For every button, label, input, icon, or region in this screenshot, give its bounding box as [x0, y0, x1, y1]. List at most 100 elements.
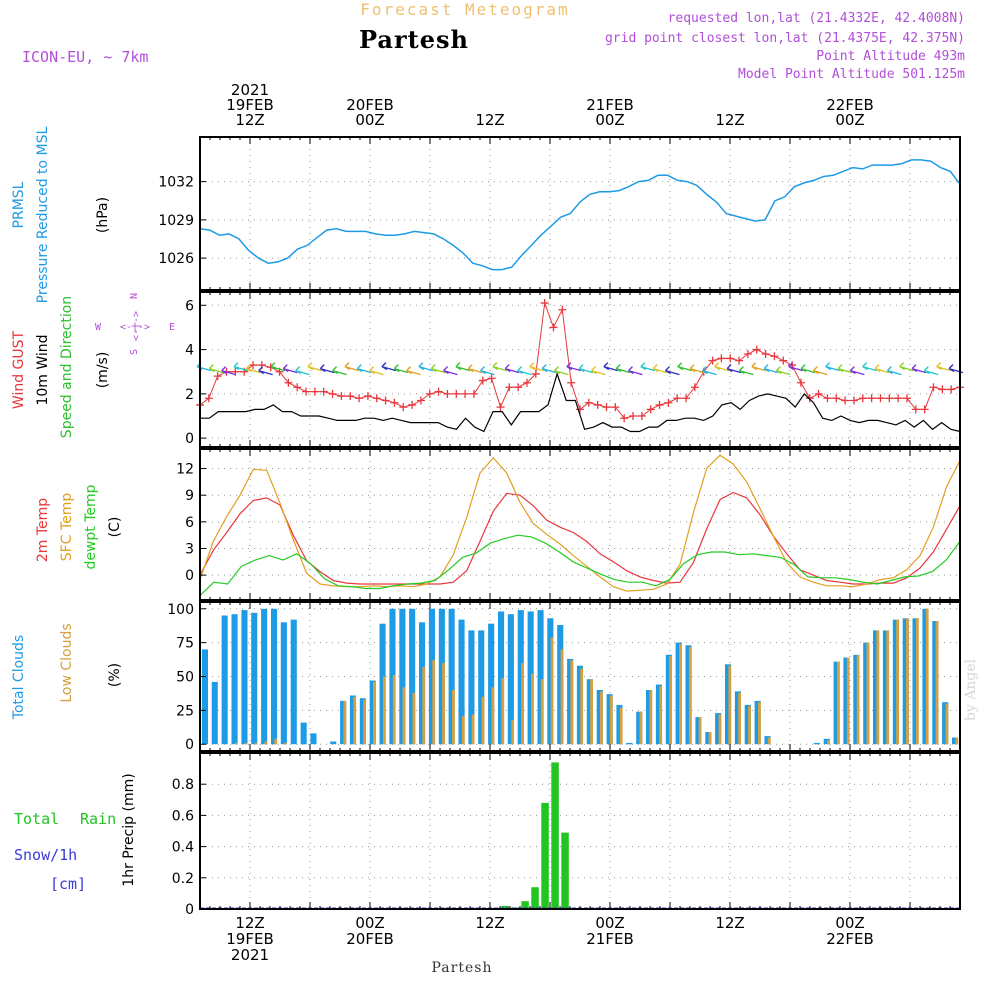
y-tick-label: 6	[185, 515, 194, 531]
data-layer	[196, 159, 964, 909]
wind-direction-arrow	[628, 366, 643, 376]
low-clouds-bar	[521, 663, 524, 745]
total-clouds-bar	[655, 684, 662, 745]
low-clouds-bar	[481, 696, 485, 745]
gust-point	[399, 403, 408, 412]
gust-point	[779, 356, 788, 365]
total-clouds-bar	[567, 658, 574, 745]
bottom-time-label: 12Z	[235, 914, 264, 932]
total-clouds-bar	[330, 741, 337, 745]
total-clouds-bar	[646, 690, 653, 745]
gust-point	[328, 389, 337, 398]
gust-point	[416, 396, 425, 405]
top-time-label: 00Z	[595, 111, 624, 129]
wind-direction-arrow	[430, 364, 446, 374]
low-clouds-bar	[382, 676, 386, 745]
gust-point	[390, 398, 399, 407]
total-clouds-bar	[280, 622, 287, 745]
series-sfc-temp-line	[199, 454, 961, 592]
wind-direction-arrow	[862, 362, 877, 372]
label-dewpt-temp: dewpt Temp	[83, 484, 99, 569]
gust-point	[885, 394, 894, 403]
wind-direction-arrow	[270, 362, 286, 372]
forecast-subtitle: Forecast Meteogram	[360, 0, 569, 19]
gust-point	[505, 383, 514, 392]
model-altitude: Model Point Altitude 501.125m	[738, 67, 965, 82]
total-clouds-bar	[399, 608, 406, 745]
gust-point	[858, 394, 867, 403]
bottom-time-label: 21FEB	[586, 930, 633, 948]
wind-direction-arrow	[319, 364, 335, 374]
total-clouds-bar	[428, 608, 435, 745]
low-clouds-bar	[609, 695, 613, 745]
low-clouds-bar	[392, 675, 396, 745]
total-clouds-bar	[231, 614, 238, 745]
low-clouds-bar	[550, 637, 554, 745]
gust-point	[302, 387, 311, 396]
panel-frame	[199, 752, 961, 910]
label-total-clouds: Total Clouds	[11, 635, 27, 720]
total-clouds-bar	[359, 698, 366, 745]
label-speed-direction: Speed and Direction	[59, 296, 75, 438]
low-clouds-bar	[728, 665, 732, 745]
wind-direction-arrow	[886, 366, 902, 376]
compass-e: E	[169, 322, 175, 333]
wind-direction-arrow	[615, 364, 631, 374]
label-hpa: (hPa)	[95, 197, 111, 233]
total-clouds-bar	[744, 704, 751, 745]
total-clouds-bar	[271, 608, 278, 745]
wind-direction-arrow	[911, 364, 927, 374]
bottom-time-label: 00Z	[355, 914, 384, 932]
wind-direction-arrow	[566, 362, 582, 372]
y-tick-label: 75	[176, 636, 194, 652]
total-clouds-bar	[626, 742, 633, 745]
gust-point	[452, 389, 461, 398]
total-clouds-bar	[665, 654, 672, 745]
gust-point	[337, 392, 346, 401]
total-clouds-bar	[715, 713, 722, 745]
low-clouds-bar	[580, 668, 584, 745]
rain-bar	[551, 762, 559, 909]
wind-direction-arrow	[467, 364, 483, 374]
gust-point	[646, 405, 655, 414]
y-tick-label: 0.2	[172, 871, 194, 887]
total-clouds-bar	[853, 654, 860, 745]
low-clouds-bar	[432, 660, 436, 745]
compass-w: W	[95, 322, 102, 333]
low-clouds-bar	[264, 741, 268, 745]
low-clouds-bar	[659, 686, 663, 745]
footer-location: Partesh	[432, 960, 493, 976]
top-time-label: 00Z	[355, 111, 384, 129]
low-clouds-bar	[698, 717, 702, 745]
total-clouds-bar	[586, 679, 593, 745]
top-time-label: 22FEB	[826, 96, 873, 114]
low-clouds-bar	[461, 715, 465, 745]
y-tick-label: 0.6	[172, 808, 194, 824]
closest-coords: grid point closest lon,lat (21.4375E, 42…	[605, 31, 965, 46]
wind-direction-arrow	[640, 362, 655, 372]
total-clouds-bar	[942, 702, 949, 745]
total-clouds-bar	[221, 615, 228, 745]
low-clouds-bar	[896, 619, 899, 745]
total-clouds-bar	[596, 690, 603, 745]
total-clouds-bar	[932, 621, 939, 745]
gust-point	[814, 389, 823, 398]
y-tick-label: 2	[185, 387, 194, 403]
gust-point	[522, 378, 531, 387]
label-cm: [cm]	[50, 875, 86, 893]
bottom-time-label: 00Z	[595, 914, 624, 932]
gust-point	[558, 305, 567, 314]
y-tick-label: 50	[176, 670, 194, 686]
gust-point	[213, 372, 222, 381]
wind-direction-arrow	[393, 364, 409, 374]
total-clouds-bar	[843, 657, 850, 745]
bottom-time-label: 20FEB	[346, 930, 393, 948]
label-rain: Rain	[80, 810, 116, 828]
low-clouds-bar	[363, 699, 366, 745]
gust-point	[911, 405, 920, 414]
total-clouds-bar	[379, 623, 386, 745]
gust-point	[584, 398, 593, 407]
low-clouds-bar	[718, 714, 722, 745]
wind-direction-arrow	[282, 364, 298, 374]
